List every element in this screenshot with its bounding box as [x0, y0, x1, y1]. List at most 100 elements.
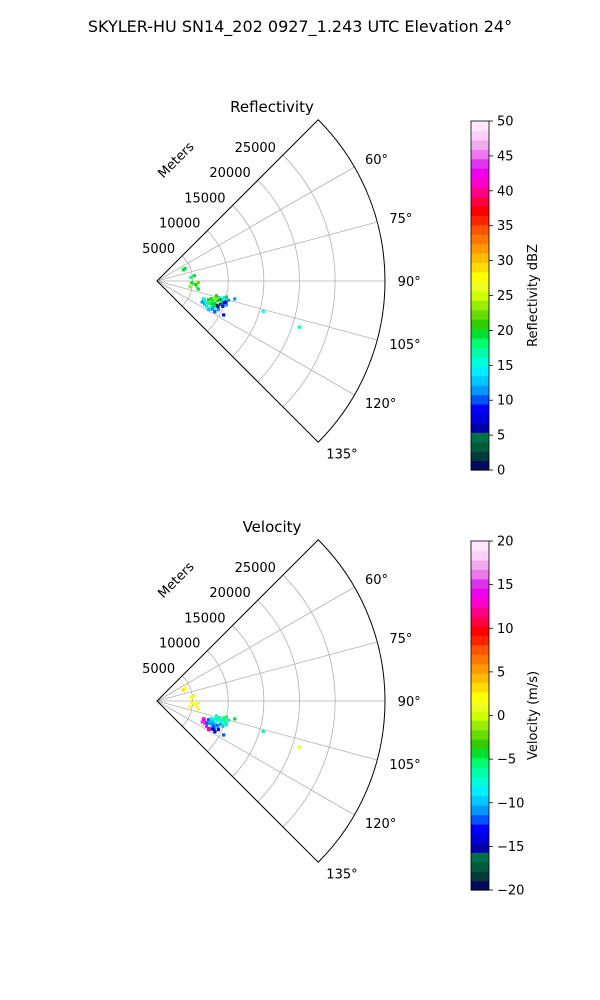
data-gate: [212, 307, 216, 311]
data-gate: [207, 308, 211, 312]
data-gate: [206, 298, 211, 302]
theta-tick-label: 90°: [398, 275, 421, 290]
azimuth-gridline: [156, 280, 378, 341]
colorbar-tick-label: 0: [497, 464, 505, 479]
colorbar-tick-label: 15: [497, 578, 514, 593]
colorbar-swatch: [471, 328, 489, 339]
range-tick-label: 15000: [184, 191, 225, 206]
azimuth-gridline: [156, 280, 355, 396]
colorbar-swatch: [471, 597, 489, 608]
data-gate: [222, 296, 226, 300]
colorbar-swatch: [471, 880, 489, 891]
colorbar-swatch: [471, 243, 489, 254]
colorbar-swatch: [471, 710, 489, 721]
colorbar-tick-label: −10: [497, 796, 524, 811]
data-gate: [297, 745, 301, 749]
colorbar-swatch: [471, 842, 489, 853]
azimuth-gridline: [156, 166, 355, 282]
data-gate: [224, 723, 228, 727]
colorbar-swatch: [471, 823, 489, 835]
data-gate: [222, 721, 226, 725]
data-gate: [226, 718, 231, 722]
data-gate: [200, 720, 204, 724]
data-gate: [212, 724, 216, 728]
range-ring: [282, 154, 336, 408]
range-tick-label: 20000: [209, 166, 250, 181]
data-gate: [193, 282, 197, 286]
theta-tick-label: 120°: [365, 397, 396, 412]
data-gate: [190, 701, 194, 705]
colorbar-tick-label: 25: [497, 289, 514, 304]
data-gate: [202, 302, 206, 306]
data-gate: [209, 717, 213, 721]
data-gate: [222, 733, 226, 737]
data-gate: [222, 298, 226, 302]
data-gate: [206, 718, 211, 722]
data-gate: [207, 301, 212, 305]
colorbar-swatch: [471, 861, 489, 872]
colorbar-swatch: [471, 654, 489, 665]
panel-title: Velocity: [243, 518, 302, 536]
colorbar-tick-label: 20: [497, 535, 514, 550]
colorbar-swatch: [471, 300, 489, 311]
colorbar-tick-label: 30: [497, 254, 514, 269]
azimuth-gridline: [156, 700, 378, 761]
colorbar-tick-label: 35: [497, 219, 514, 234]
data-gate: [202, 299, 206, 303]
colorbar-swatch: [471, 616, 489, 627]
colorbar-swatch: [471, 644, 489, 655]
colorbar-tick-label: 15: [497, 359, 514, 374]
colorbar-swatch: [471, 366, 489, 377]
colorbar-swatch: [471, 607, 489, 618]
colorbar-swatch: [471, 663, 489, 674]
data-gate: [216, 308, 220, 312]
data-gate: [233, 717, 237, 721]
colorbar-swatch: [471, 432, 489, 443]
colorbar-swatch: [471, 814, 489, 825]
colorbar-tick-label: 5: [497, 429, 505, 444]
data-gate: [204, 304, 209, 308]
colorbar-swatch: [471, 234, 489, 245]
azimuth-gridline: [156, 641, 378, 702]
data-gate: [226, 298, 231, 302]
colorbar-swatch: [471, 130, 489, 141]
colorbar-swatch: [471, 337, 489, 348]
data-gate: [215, 723, 219, 727]
data-gate: [215, 298, 219, 303]
colorbar-swatch: [471, 541, 489, 552]
colorbar-swatch: [471, 168, 489, 179]
colorbar-swatch: [471, 347, 489, 358]
colorbar-label: Reflectivity dBZ: [526, 244, 541, 347]
colorbar-tick-label: 0: [497, 709, 505, 724]
colorbar-swatch: [471, 871, 489, 882]
data-gate: [183, 266, 187, 271]
colorbar-swatch: [471, 281, 489, 292]
range-tick-label: 25000: [235, 561, 276, 576]
colorbar-tick-label: 5: [497, 665, 505, 680]
data-gate: [210, 299, 214, 303]
data-gate: [213, 297, 218, 301]
colorbar-swatch: [471, 403, 489, 415]
colorbar-tick-label: 40: [497, 184, 514, 199]
range-ring: [232, 205, 265, 357]
theta-tick-label: 75°: [389, 212, 412, 227]
colorbar: −20 −15 −10 −5 0 5 10 15 20 Velocity (m/s): [470, 535, 541, 899]
colorbar-swatch: [471, 139, 489, 150]
reflectivity-panel: Reflectivity60°75°90°105°120°135°5000100…: [142, 98, 541, 479]
colorbar-swatch: [471, 196, 489, 207]
colorbar-swatch: [471, 786, 489, 797]
colorbar-swatch: [471, 795, 489, 806]
data-gate: [222, 718, 226, 722]
colorbar-swatch: [471, 422, 489, 433]
data-gate: [224, 300, 228, 304]
data-gate: [210, 304, 214, 309]
azimuth-gridline: [156, 700, 355, 816]
colorbar-swatch: [471, 253, 489, 264]
colorbar-swatch: [471, 356, 489, 367]
data-gate: [207, 721, 212, 725]
colorbar-swatch: [471, 460, 489, 471]
figure-suptitle: SKYLER-HU SN14_202 0927_1.243 UTC Elevat…: [88, 17, 512, 37]
colorbar-swatch: [471, 569, 489, 580]
data-gate: [219, 722, 223, 726]
data-gate: [222, 301, 226, 305]
